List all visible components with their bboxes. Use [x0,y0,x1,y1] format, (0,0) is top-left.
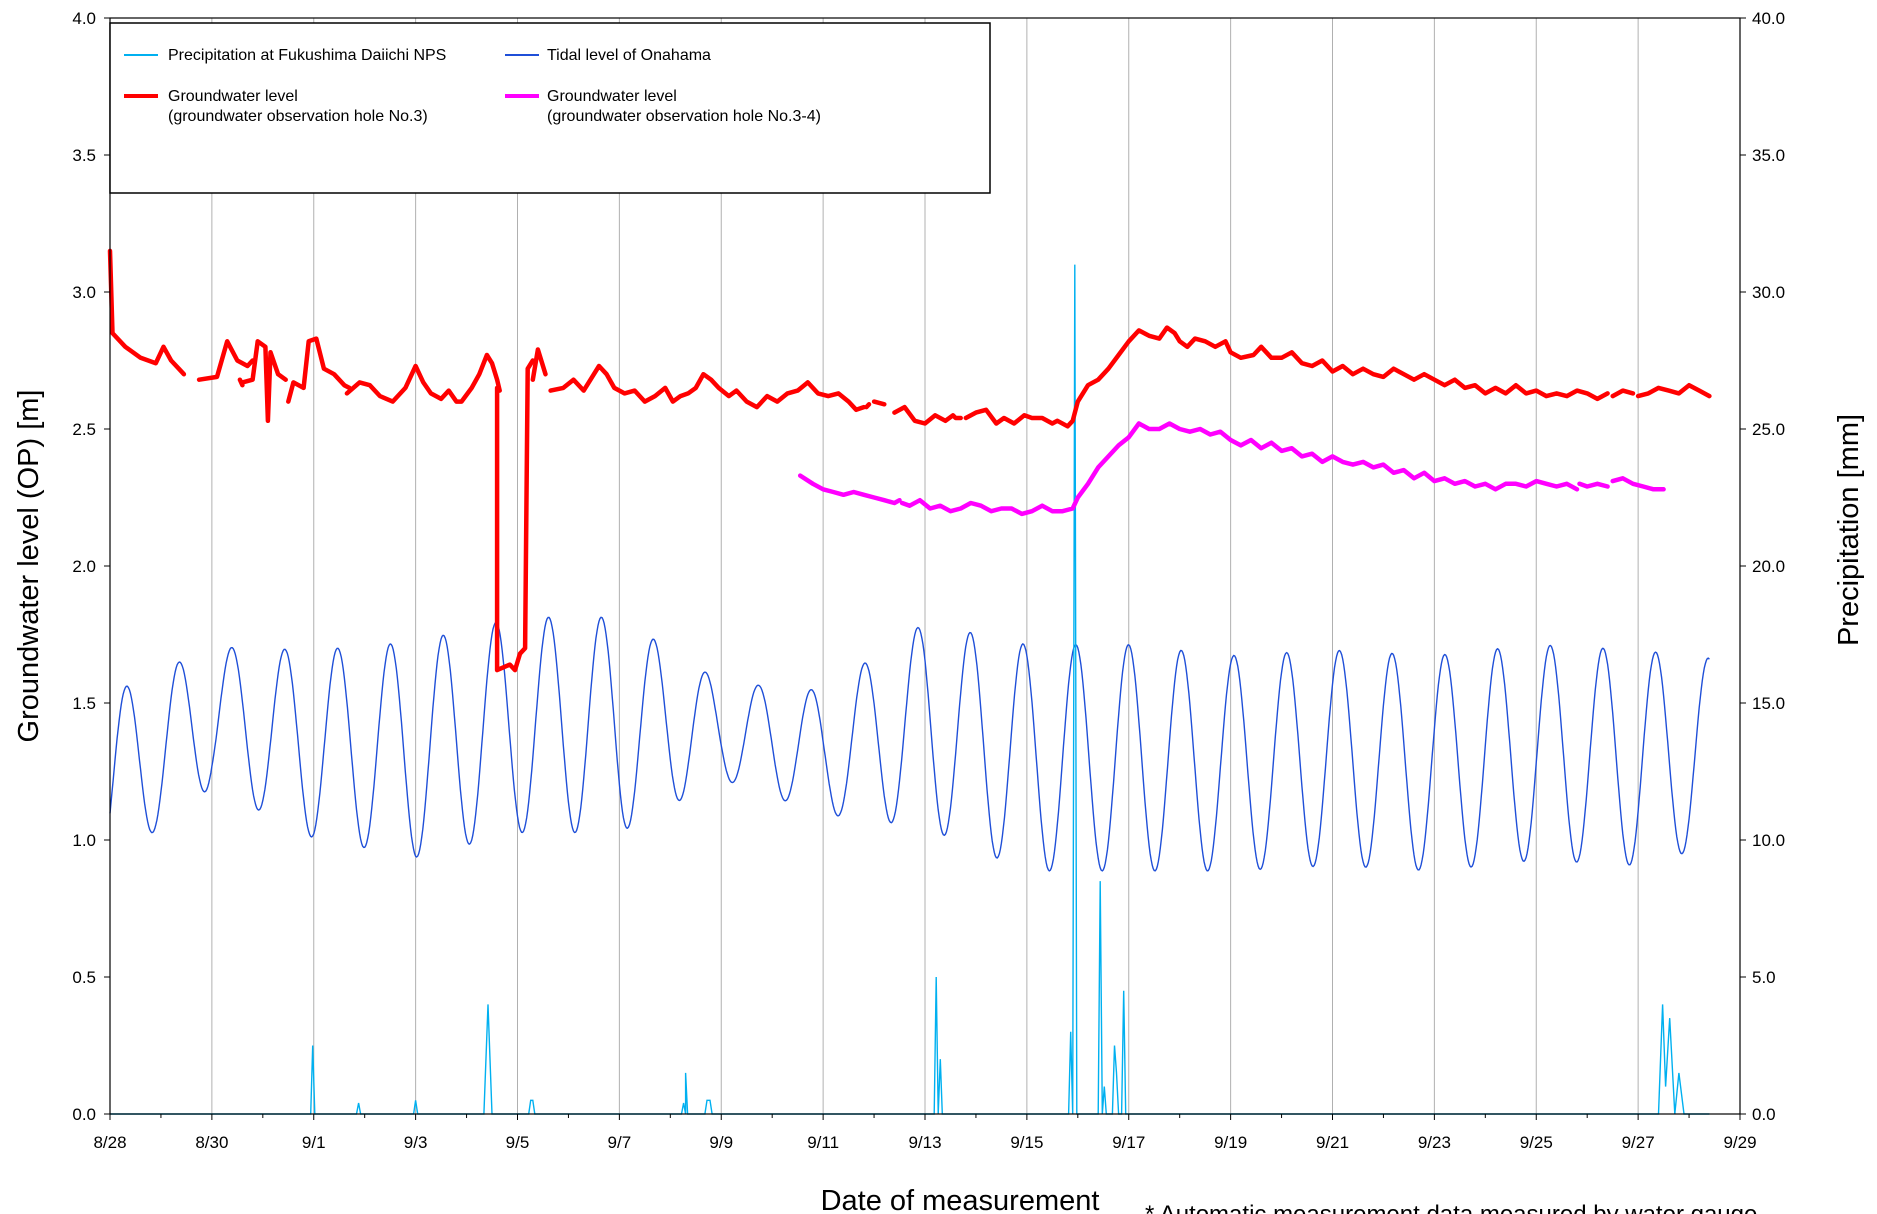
series-groundwater-hole3-4-line [899,421,1580,517]
y-left-tick-label: 0.5 [72,968,96,987]
series-groundwater-hole3-4-line [797,473,902,506]
x-axis-title: Date of measurement [821,1185,1100,1214]
series-groundwater-hole3-line [240,339,288,424]
legend-label-hole3-4-line2: (groundwater observation hole No.3-4) [547,108,821,125]
y-right-tick-label: 40.0 [1752,9,1785,28]
x-tick-label: 9/15 [1010,1133,1043,1152]
x-tick-label: 9/13 [908,1133,941,1152]
series-groundwater-hole3-line [892,404,963,426]
series-groundwater-hole3-line [548,363,867,413]
series-groundwater-hole3-line [963,325,1610,429]
y-left-tick-label: 3.0 [72,283,96,302]
series-groundwater-hole3-line [1610,388,1636,399]
y-left-tick-label: 0.0 [72,1105,96,1124]
x-axis-ticks: 8/28 8/30 9/1 9/3 9/5 9/7 9/9 9/11 9/13 9/15 9/17 9… [93,1114,1757,1152]
footnote: * Automatic measurement data measured by… [1145,1201,1757,1214]
y-left-axis-title: Groundwater level (OP) [m] [13,390,45,743]
y-right-axis-title: Precipitation [mm] [1833,414,1865,646]
x-tick-label: 9/5 [506,1133,530,1152]
x-tick-label: 9/25 [1520,1133,1553,1152]
series-groundwater-hole3-line [864,402,872,410]
series-groundwater-hole3-line [196,339,255,382]
y-left-tick-label: 4.0 [72,9,96,28]
legend-label-precipitation: Precipitation at Fukushima Daiichi NPS [168,47,446,64]
y-left-axis-ticks: 0.0 0.5 1.0 1.5 2.0 2.5 3.0 3.5 4.0 [72,9,110,1124]
series-tidal-level-line [109,616,1710,872]
legend-label-hole3-line1: Groundwater level [168,88,298,105]
series-groundwater-hole3-line [344,352,502,404]
y-right-tick-label: 20.0 [1752,557,1785,576]
series-groundwater-hole3-4-line [1610,476,1666,492]
y-right-tick-label: 25.0 [1752,420,1785,439]
y-left-tick-label: 3.5 [72,146,96,165]
legend: Precipitation at Fukushima Daiichi NPS T… [109,22,991,194]
y-right-tick-label: 5.0 [1752,968,1776,987]
series-groundwater-hole3-line [871,399,887,407]
y-left-tick-label: 1.5 [72,694,96,713]
series-groundwater-hole3-4-line [1577,481,1610,489]
series-groundwater-hole3-line [286,336,352,404]
x-tick-label: 9/23 [1418,1133,1451,1152]
series-layer [107,248,1712,1115]
y-right-tick-label: 30.0 [1752,283,1785,302]
vertical-grid [211,18,1639,1114]
x-tick-label: 9/3 [404,1133,428,1152]
x-tick-label: 9/1 [302,1133,326,1152]
y-left-tick-label: 2.5 [72,420,96,439]
y-right-tick-label: 35.0 [1752,146,1785,165]
x-tick-label: 9/9 [709,1133,733,1152]
x-tick-label: 9/21 [1316,1133,1349,1152]
series-groundwater-hole3-line [530,347,548,382]
x-tick-label: 9/19 [1214,1133,1247,1152]
legend-label-hole3-4-line1: Groundwater level [547,88,677,105]
legend-box [109,22,991,194]
legend-label-hole3-line2: (groundwater observation hole No.3) [168,108,428,125]
y-right-tick-label: 0.0 [1752,1105,1776,1124]
series-groundwater-hole3-line [107,248,187,377]
series-groundwater-hole3-line [1635,382,1712,399]
y-right-axis-ticks: 0.0 5.0 10.0 15.0 20.0 25.0 30.0 35.0 40.0 [1740,9,1785,1124]
x-tick-label: 8/30 [195,1133,228,1152]
x-tick-label: 9/17 [1112,1133,1145,1152]
y-left-tick-label: 2.0 [72,557,96,576]
x-tick-label: 9/11 [807,1133,839,1152]
series-groundwater-hole3-line [494,358,536,673]
y-left-tick-label: 1.0 [72,831,96,850]
y-right-tick-label: 10.0 [1752,831,1785,850]
x-tick-label: 9/27 [1622,1133,1655,1152]
x-tick-label: 9/7 [608,1133,632,1152]
y-right-tick-label: 15.0 [1752,694,1785,713]
x-tick-label: 8/28 [93,1133,126,1152]
legend-label-tidal: Tidal level of Onahama [547,47,711,64]
x-tick-label: 9/29 [1723,1133,1756,1152]
